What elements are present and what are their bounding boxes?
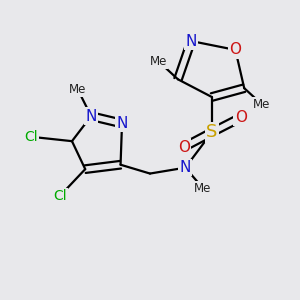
Text: Me: Me [253, 98, 271, 111]
Text: N: N [185, 34, 197, 49]
Text: N: N [116, 116, 128, 131]
Text: Cl: Cl [53, 189, 67, 202]
Text: Me: Me [194, 182, 212, 195]
Text: N: N [85, 109, 97, 124]
Text: O: O [235, 110, 247, 125]
Text: N: N [180, 160, 191, 175]
Text: O: O [178, 140, 190, 154]
Text: O: O [230, 42, 242, 57]
Text: Cl: Cl [24, 130, 38, 144]
Text: Me: Me [150, 55, 167, 68]
Text: S: S [206, 123, 218, 141]
Text: Me: Me [69, 83, 86, 96]
